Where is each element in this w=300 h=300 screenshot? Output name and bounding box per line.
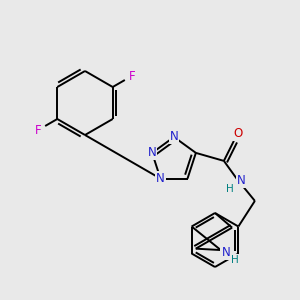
Text: F: F [35, 124, 41, 136]
Text: N: N [148, 146, 157, 159]
Text: H: H [226, 184, 234, 194]
Text: N: N [156, 172, 165, 185]
Text: N: N [221, 246, 230, 259]
Text: H: H [231, 255, 239, 265]
Text: N: N [236, 174, 245, 188]
Text: F: F [128, 70, 135, 83]
Text: O: O [233, 128, 242, 140]
Text: N: N [169, 130, 178, 143]
